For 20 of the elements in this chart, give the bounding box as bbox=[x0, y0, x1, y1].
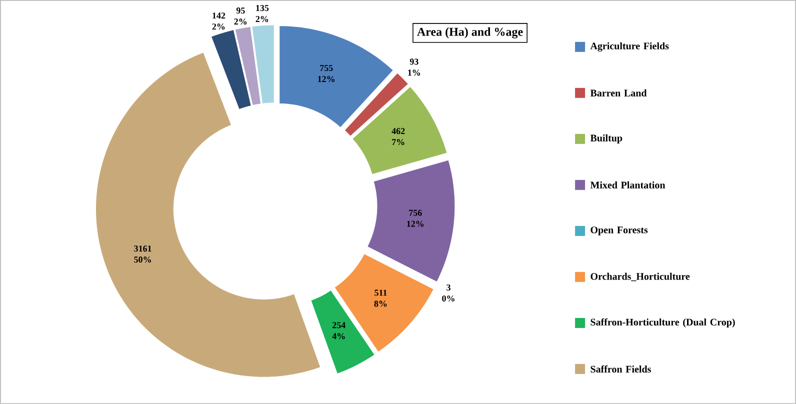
legend-label: Builtup bbox=[590, 134, 622, 144]
data-label: 511 8% bbox=[374, 290, 387, 307]
legend-label: Agriculture Fields bbox=[590, 42, 669, 52]
data-label: 95 2% bbox=[234, 8, 247, 25]
legend-label: Open Forests bbox=[590, 226, 648, 236]
data-label: 93 1% bbox=[408, 58, 420, 76]
data-label: 135 2% bbox=[256, 5, 269, 22]
data-label: 3 0% bbox=[442, 284, 454, 302]
legend-label: Saffron Fields bbox=[590, 365, 651, 373]
data-label: 756 12% bbox=[407, 210, 424, 227]
legend-label: Orchards_Horticulture bbox=[590, 272, 690, 282]
data-label: 254 4% bbox=[332, 322, 346, 340]
legend-label: Mixed Plantation bbox=[590, 181, 666, 188]
data-label: 3161 50% bbox=[134, 246, 152, 263]
data-label: 462 7% bbox=[392, 128, 405, 146]
legend-label: Saffron-Horticulture (Dual Crop) bbox=[590, 318, 735, 328]
data-label: 142 2% bbox=[212, 12, 226, 30]
data-label: 755 12% bbox=[318, 65, 334, 82]
text: Area (Ha) and %age bbox=[417, 27, 523, 38]
legend-label: Barren Land bbox=[590, 89, 647, 96]
